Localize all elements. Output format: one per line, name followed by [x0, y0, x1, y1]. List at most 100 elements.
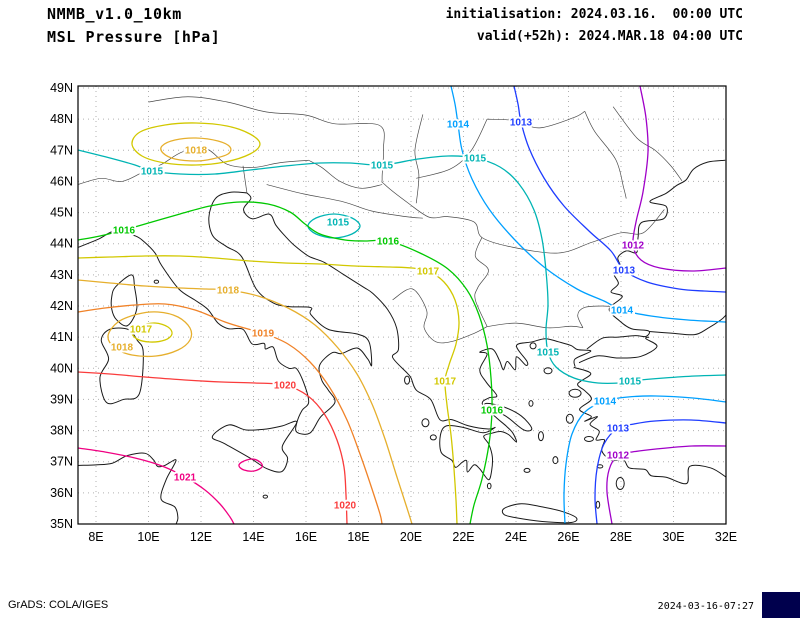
lat-tick-label: 41N: [50, 330, 73, 344]
lat-tick-label: 37N: [50, 455, 73, 469]
island-thasos: [529, 342, 537, 350]
coastline-corsica: [110, 274, 138, 327]
coastline-italy: [78, 191, 373, 435]
border-tisza: [414, 114, 424, 204]
footer-timestamp: 2024-03-16-07:27: [657, 601, 754, 612]
lat-tick-label: 44N: [50, 237, 73, 251]
lon-tick-label: 14E: [242, 530, 264, 544]
contour-line-1018: [160, 137, 232, 162]
contour-label-1016: 1016: [481, 406, 504, 417]
contour-label-1020: 1020: [274, 381, 297, 392]
header-init-time: initialisation: 2024.03.16. 00:00 UTC: [445, 7, 743, 22]
contour-line-1020: [78, 371, 348, 524]
lat-tick-label: 45N: [50, 206, 73, 220]
island-andros: [537, 431, 544, 442]
coastline-euboea: [484, 402, 533, 432]
contour-line-1013: [594, 419, 726, 524]
grads-stamp: [762, 592, 800, 618]
contour-line-1012: [632, 86, 726, 272]
lon-tick-label: 24E: [505, 530, 527, 544]
header-model-title: NMMB_v1.0_10km: [47, 5, 182, 23]
island-lesbos: [568, 388, 582, 398]
contour-line-1018: [107, 311, 193, 358]
contour-label-1015: 1015: [464, 154, 487, 165]
contour-label-1016: 1016: [377, 237, 400, 248]
contour-label-1018: 1018: [185, 146, 208, 157]
contour-line-1017: [131, 122, 261, 166]
lon-tick-label: 30E: [662, 530, 684, 544]
contour-label-1016: 1016: [113, 226, 136, 237]
contour-line-1019: [78, 303, 383, 524]
contour-label-1021: 1021: [174, 473, 197, 484]
lat-tick-label: 36N: [50, 486, 73, 500]
island-rhodes: [615, 477, 625, 491]
border-prut: [584, 111, 627, 199]
contour-labels: 1012101210131013101310141014101410151015…: [109, 116, 647, 514]
lat-tick-label: 38N: [50, 424, 73, 438]
island-chios: [565, 413, 574, 424]
border-al-mk-gr: [392, 288, 488, 344]
island-lemnos: [543, 367, 553, 375]
lat-tick-label: 39N: [50, 392, 73, 406]
island-samothrace: [552, 351, 559, 358]
island-milos: [523, 467, 531, 473]
contour-label-1018: 1018: [111, 343, 134, 354]
island-naxos: [552, 456, 559, 465]
coastline-turkey-north: [649, 314, 726, 336]
contours: [78, 86, 726, 524]
contour-label-1020: 1020: [334, 501, 357, 512]
lat-tick-label: 40N: [50, 361, 73, 375]
lat-tick-label: 42N: [50, 299, 73, 313]
border-alps: [78, 147, 309, 185]
contour-line-1016: [78, 201, 493, 524]
contour-label-1014: 1014: [611, 306, 634, 317]
contour-line-1017: [131, 322, 173, 343]
island-samos: [583, 435, 594, 442]
border-bg-tr: [577, 305, 620, 328]
lon-tick-label: 22E: [452, 530, 474, 544]
lon-tick-label: 32E: [715, 530, 737, 544]
lon-tick-label: 12E: [190, 530, 212, 544]
coastline-north-africa: [78, 452, 179, 524]
contour-label-1017: 1017: [417, 267, 440, 278]
lon-tick-label: 28E: [610, 530, 632, 544]
border-dniester: [612, 106, 683, 182]
contour-label-1015: 1015: [141, 167, 164, 178]
lon-tick-label: 10E: [137, 530, 159, 544]
lon-tick-label: 20E: [400, 530, 422, 544]
coastline-adriatic-greece: [243, 192, 592, 481]
axis-labels: 49N 48N 47N 46N 45N 44N 43N 42N 41N 40N 39N 38N 37N 3…: [50, 81, 737, 544]
lon-tick-label: 8E: [88, 530, 103, 544]
contour-line-1015: [78, 149, 726, 385]
coastline-turkey-marmara: [578, 336, 658, 364]
header-valid-time: valid(+52h): 2024.MAR.18 04:00 UTC: [476, 29, 743, 44]
contour-label-1017: 1017: [434, 377, 457, 388]
contour-label-1015: 1015: [619, 377, 642, 388]
coastline-black-sea-west: [586, 159, 726, 350]
border-drava: [308, 159, 383, 189]
coastline-sicily: [211, 420, 298, 473]
contour-label-1014: 1014: [447, 120, 470, 131]
contour-label-1012: 1012: [622, 241, 645, 252]
contour-line-1013: [513, 86, 726, 293]
contour-label-1013: 1013: [613, 266, 636, 277]
lon-tick-label: 26E: [557, 530, 579, 544]
island-cephalonia: [421, 418, 430, 428]
contour-label-1017: 1017: [130, 325, 153, 336]
lon-tick-label: 16E: [295, 530, 317, 544]
border-bg-gr: [487, 322, 583, 329]
basemap: [78, 96, 726, 524]
lat-tick-label: 35N: [50, 517, 73, 531]
island-skyros: [528, 400, 534, 407]
contour-label-1019: 1019: [252, 329, 275, 340]
island-corfu: [404, 375, 411, 385]
footer-credit: GrADS: COLA/IGES: [8, 599, 109, 611]
contour-line-1012: [606, 445, 726, 524]
contour-label-1015: 1015: [327, 218, 350, 229]
contour-line-1014: [563, 395, 726, 524]
lat-tick-label: 49N: [50, 81, 73, 95]
contour-line-1021: [238, 458, 263, 472]
lat-tick-label: 43N: [50, 268, 73, 282]
